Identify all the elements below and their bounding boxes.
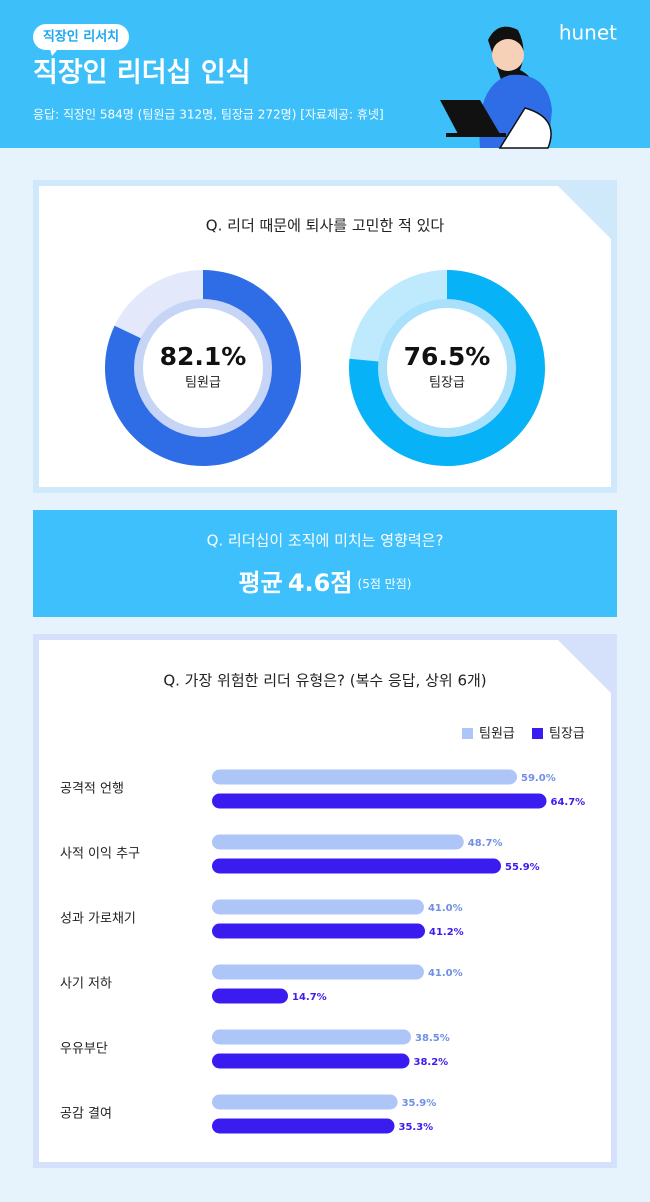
category-label: 공감 결여 bbox=[60, 1107, 112, 1122]
category-label: 사기 저하 bbox=[60, 977, 112, 992]
legend-label: 팀장급 bbox=[549, 727, 585, 742]
tag: 직장인 리서치 bbox=[43, 29, 119, 45]
legend-swatch bbox=[532, 728, 543, 739]
donut-arc bbox=[349, 270, 546, 466]
illustration bbox=[440, 26, 552, 149]
value-label: 41.2% bbox=[429, 927, 464, 938]
category-label: 성과 가로채기 bbox=[60, 912, 136, 927]
tag-pointer bbox=[50, 49, 58, 56]
stat-value: 4.6점 bbox=[288, 569, 353, 597]
bar bbox=[212, 1053, 410, 1069]
value-label: 48.7% bbox=[468, 838, 503, 849]
title: 직장인 리더십 인식 bbox=[33, 58, 251, 89]
panel-fold bbox=[555, 637, 614, 696]
chart-title: Q. 리더십이 조직에 미치는 영향력은? bbox=[207, 532, 444, 550]
value-label: 64.7% bbox=[550, 797, 585, 808]
value-label: 38.5% bbox=[415, 1033, 450, 1044]
category-label: 우유부단 bbox=[60, 1042, 108, 1057]
donut-hole bbox=[387, 308, 507, 428]
stat-prefix: 평균 bbox=[239, 569, 283, 597]
legend-swatch bbox=[462, 728, 473, 739]
bar bbox=[212, 1094, 398, 1110]
value-label: 41.0% bbox=[428, 903, 463, 914]
legend-label: 팀원급 bbox=[479, 727, 515, 742]
chart-title: Q. 리더 때문에 퇴사를 고민한 적 있다 bbox=[206, 217, 445, 235]
panel bbox=[33, 510, 617, 617]
donut-label: 팀원급 bbox=[185, 376, 221, 391]
bar bbox=[212, 858, 502, 874]
bar bbox=[212, 964, 424, 980]
category-label: 사적 이익 추구 bbox=[60, 847, 140, 862]
value-label: 41.0% bbox=[428, 968, 463, 979]
bar bbox=[212, 834, 464, 850]
bar bbox=[212, 988, 288, 1004]
value-label: 35.3% bbox=[399, 1122, 434, 1133]
category-label: 공격적 언행 bbox=[60, 781, 124, 797]
donut-value: 82.1% bbox=[160, 342, 247, 371]
panel-fold bbox=[555, 183, 614, 242]
value-label: 35.9% bbox=[402, 1098, 437, 1109]
brand: hunet bbox=[559, 21, 617, 45]
stat-line: 평균 4.6점 (5점 만점) bbox=[239, 569, 412, 597]
bar bbox=[212, 1118, 395, 1134]
value-label: 38.2% bbox=[413, 1057, 448, 1068]
bar bbox=[212, 899, 424, 915]
chart-title: Q. 가장 위험한 리더 유형은? (복수 응답, 상위 6개) bbox=[163, 672, 486, 690]
source: 응답: 직장인 584명 (팀원급 312명, 팀장급 272명) [자료제공:… bbox=[33, 108, 384, 122]
bar bbox=[212, 769, 518, 785]
tag-pill bbox=[33, 24, 129, 50]
donut-value: 76.5% bbox=[404, 342, 491, 371]
donut-hole bbox=[143, 308, 263, 428]
bar bbox=[212, 793, 547, 809]
donut-arc bbox=[105, 270, 302, 466]
value-label: 14.7% bbox=[292, 992, 327, 1003]
value-label: 55.9% bbox=[505, 862, 540, 873]
bar bbox=[212, 923, 426, 939]
donut-label: 팀장급 bbox=[429, 376, 465, 391]
value-label: 59.0% bbox=[521, 773, 556, 784]
stat-note: (5점 만점) bbox=[358, 577, 412, 591]
bar bbox=[212, 1029, 412, 1045]
